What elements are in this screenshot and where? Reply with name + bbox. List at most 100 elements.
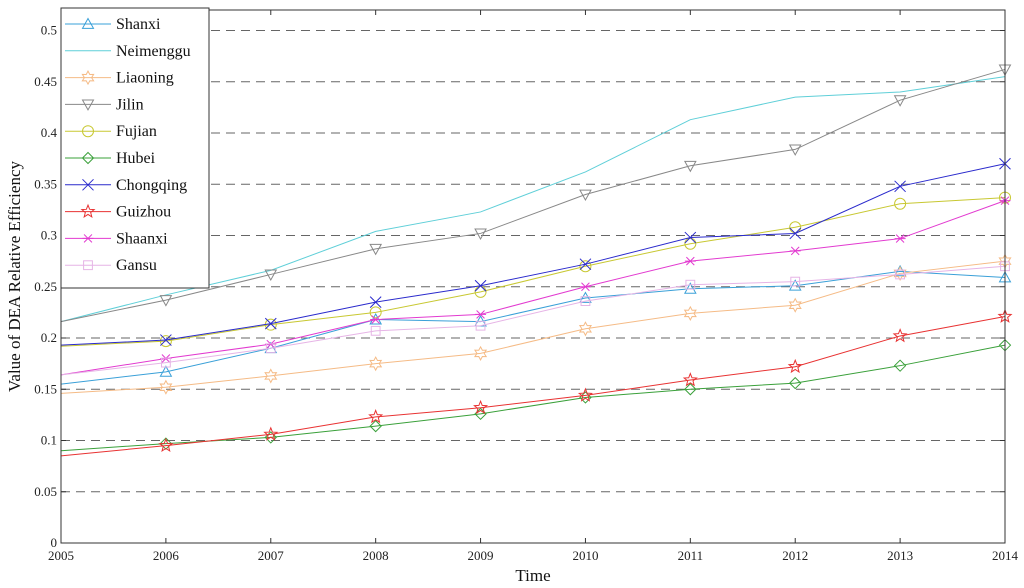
y-tick-label: 0.45: [34, 74, 57, 89]
series-line-hubei: [60, 344, 1006, 452]
data-point-hubei: [369, 419, 382, 433]
series-line-fujian: [60, 197, 1006, 347]
data-point-liaoning: [578, 321, 592, 337]
data-point-gansu: [685, 279, 696, 290]
y-tick-label: 0.3: [41, 228, 57, 243]
data-point-hubei: [789, 376, 802, 390]
legend-marker: [82, 125, 94, 138]
legend-marker: [81, 70, 95, 86]
data-point-gansu: [475, 320, 486, 331]
series-hubei: [60, 338, 1012, 452]
data-point-chongqing: [264, 317, 277, 330]
data-point-chongqing: [684, 231, 697, 244]
legend-entry-jilin: Jilin: [65, 96, 144, 113]
y-tick-label: 0.4: [41, 125, 58, 140]
data-point-shaanxi: [789, 246, 801, 256]
data-point-hubei: [684, 383, 697, 396]
data-point-shaanxi: [370, 315, 382, 324]
legend-marker: [81, 99, 95, 111]
data-point-jilin: [369, 243, 383, 256]
data-point-hubei: [159, 437, 173, 450]
x-tick-label: 2007: [258, 548, 285, 563]
legend-entry-liaoning: Liaoning: [65, 70, 174, 87]
data-point-gansu: [265, 343, 276, 354]
data-point-chongqing: [369, 296, 382, 308]
data-point-gansu: [160, 357, 171, 368]
y-tick-label: 0.15: [34, 381, 57, 396]
data-point-jilin: [474, 228, 487, 240]
data-point-liaoning: [788, 297, 802, 313]
data-point-fujian: [579, 260, 592, 273]
legend-entry-chongqing: Chongqing: [65, 177, 187, 194]
y-tick-label: 0: [51, 535, 58, 550]
legend-marker: [81, 17, 95, 29]
data-point-jilin: [159, 295, 173, 307]
legend-marker: [81, 151, 95, 165]
data-point-shanxi: [683, 282, 697, 294]
series-chongqing: [60, 157, 1011, 346]
data-point-guizhou: [682, 372, 698, 387]
data-point-gansu: [790, 276, 801, 287]
data-point-chongqing: [894, 180, 906, 193]
data-point-liaoning: [369, 356, 383, 372]
data-point-guizhou: [787, 358, 803, 374]
y-tick-label: 0.1: [41, 433, 57, 448]
x-tick-label: 2011: [678, 548, 704, 563]
x-tick-label: 2008: [363, 548, 389, 563]
series-jilin: [60, 64, 1012, 323]
legend-entry-gansu: Gansu: [65, 257, 157, 274]
data-point-liaoning: [474, 345, 488, 361]
data-point-chongqing: [474, 279, 487, 292]
data-point-liaoning: [683, 305, 697, 321]
data-point-guizhou: [368, 409, 384, 424]
y-tick-label: 0.05: [34, 484, 57, 499]
data-point-shanxi: [579, 291, 592, 303]
legend-label: Fujian: [116, 123, 157, 140]
legend-entry-shaanxi: Shaanxi: [65, 230, 168, 247]
data-point-guizhou: [158, 437, 174, 452]
series-line-shaanxi: [60, 200, 1006, 376]
data-point-hubei: [264, 431, 277, 444]
legend: Shanxi Neimenggu Liaoning Jilin Fujian Hubei C…: [60, 7, 210, 289]
data-point-guizhou: [473, 399, 489, 415]
x-tick-label: 2010: [572, 548, 598, 563]
data-point-shanxi: [788, 279, 802, 291]
y-axis-title: Value of DEA Relative Efficiency: [5, 161, 24, 392]
legend-entry-neimenggu: Neimenggu: [65, 43, 191, 60]
legend-entry-guizhou: Guizhou: [65, 204, 171, 221]
x-axis-title: Time: [515, 566, 550, 585]
series-guizhou: [60, 308, 1013, 457]
series-line-liaoning: [60, 260, 1006, 394]
data-point-jilin: [893, 95, 907, 107]
x-tick-label: 2014: [992, 548, 1019, 563]
x-tick-label: 2009: [468, 548, 494, 563]
data-point-shaanxi: [894, 234, 906, 243]
series-line-gansu: [60, 265, 1006, 376]
data-point-shaanxi: [475, 310, 487, 319]
series-lines: [60, 64, 1013, 457]
y-tick-label: 0.25: [34, 279, 57, 294]
x-axis-ticks: 2005 2006 2007 2008 2009 2010 2011 2012 2013 2014: [48, 10, 1019, 563]
legend-entry-hubei: Hubei: [65, 150, 156, 167]
series-neimenggu: [60, 76, 1006, 323]
y-tick-label: 0.5: [41, 23, 57, 38]
data-point-guizhou: [892, 328, 908, 343]
data-point-jilin: [788, 144, 802, 156]
legend-label: Shaanxi: [116, 230, 168, 247]
legend-label: Gansu: [116, 257, 157, 274]
series-line-shanxi: [60, 270, 1006, 385]
data-point-fujian: [894, 197, 907, 210]
data-point-shaanxi: [579, 282, 591, 292]
data-point-liaoning: [893, 265, 907, 281]
data-point-chongqing: [160, 334, 172, 346]
data-point-gansu: [895, 269, 906, 280]
x-tick-label: 2012: [782, 548, 808, 563]
data-point-shanxi: [159, 365, 173, 377]
legend-label: Guizhou: [116, 204, 171, 221]
data-point-jilin: [264, 269, 278, 281]
x-tick-label: 2005: [48, 548, 74, 563]
data-point-gansu: [580, 296, 591, 307]
legend-marker: [82, 234, 94, 243]
legend-label: Jilin: [116, 96, 144, 113]
